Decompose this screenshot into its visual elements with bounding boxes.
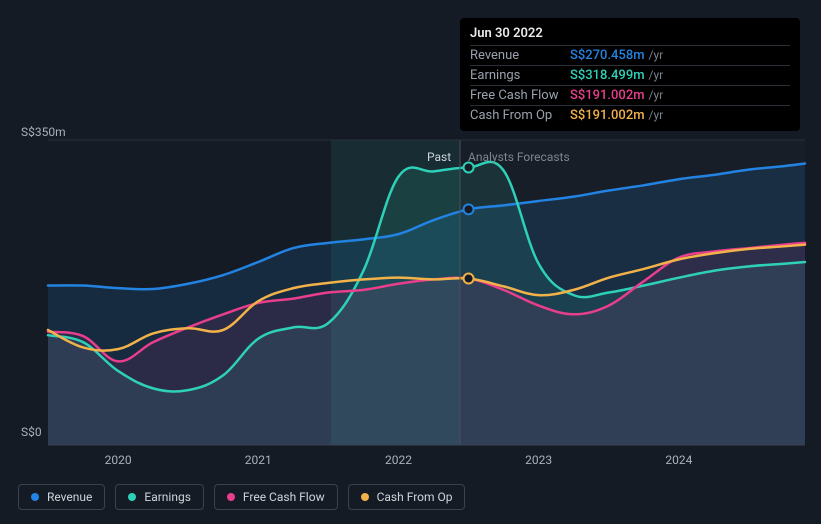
legend-label: Free Cash Flow bbox=[243, 490, 325, 504]
legend-label: Earnings bbox=[144, 490, 191, 504]
tooltip-value: S$191.002m bbox=[570, 108, 645, 123]
x-label: 2020 bbox=[105, 453, 132, 467]
tooltip-value: S$318.499m bbox=[570, 68, 645, 83]
legend-dot-icon bbox=[128, 493, 136, 501]
tooltip-unit: /yr bbox=[649, 48, 664, 62]
past-label: Past bbox=[427, 150, 451, 164]
marker-cfo bbox=[464, 274, 474, 284]
tooltip-row: Free Cash FlowS$191.002m/yr bbox=[470, 85, 790, 105]
tooltip-row: Cash From OpS$191.002m/yr bbox=[470, 105, 790, 125]
tooltip-title: Jun 30 2022 bbox=[470, 26, 790, 41]
y-label-top: S$350m bbox=[21, 125, 66, 139]
legend-label: Cash From Op bbox=[377, 490, 453, 504]
legend-item-fcf[interactable]: Free Cash Flow bbox=[214, 484, 338, 510]
marker-revenue bbox=[464, 204, 474, 214]
legend-dot-icon bbox=[31, 493, 39, 501]
legend: Revenue Earnings Free Cash Flow Cash From O… bbox=[18, 484, 465, 510]
tooltip-value: S$191.002m bbox=[570, 88, 645, 103]
x-label: 2024 bbox=[665, 453, 692, 467]
tooltip-label: Earnings bbox=[470, 68, 570, 83]
y-label-bottom: S$0 bbox=[21, 425, 42, 439]
tooltip-row: RevenueS$270.458m/yr bbox=[470, 45, 790, 65]
financial-chart: S$350m S$0 Past Analysts Forecasts 2020 2… bbox=[0, 0, 821, 524]
tooltip-unit: /yr bbox=[649, 68, 664, 82]
legend-dot-icon bbox=[361, 493, 369, 501]
hover-tooltip: Jun 30 2022 RevenueS$270.458m/yrEarnings… bbox=[460, 18, 800, 131]
tooltip-label: Cash From Op bbox=[470, 108, 570, 123]
x-label: 2023 bbox=[525, 453, 552, 467]
legend-item-cfo[interactable]: Cash From Op bbox=[348, 484, 466, 510]
tooltip-value: S$270.458m bbox=[570, 48, 645, 63]
legend-label: Revenue bbox=[47, 490, 92, 504]
legend-dot-icon bbox=[227, 493, 235, 501]
forecast-label: Analysts Forecasts bbox=[468, 150, 570, 164]
tooltip-row: EarningsS$318.499m/yr bbox=[470, 65, 790, 85]
x-label: 2021 bbox=[245, 453, 272, 467]
legend-item-revenue[interactable]: Revenue bbox=[18, 484, 105, 510]
tooltip-unit: /yr bbox=[649, 108, 664, 122]
legend-item-earnings[interactable]: Earnings bbox=[115, 484, 204, 510]
tooltip-label: Revenue bbox=[470, 48, 570, 63]
tooltip-label: Free Cash Flow bbox=[470, 88, 570, 103]
x-label: 2022 bbox=[385, 453, 412, 467]
tooltip-unit: /yr bbox=[649, 88, 664, 102]
